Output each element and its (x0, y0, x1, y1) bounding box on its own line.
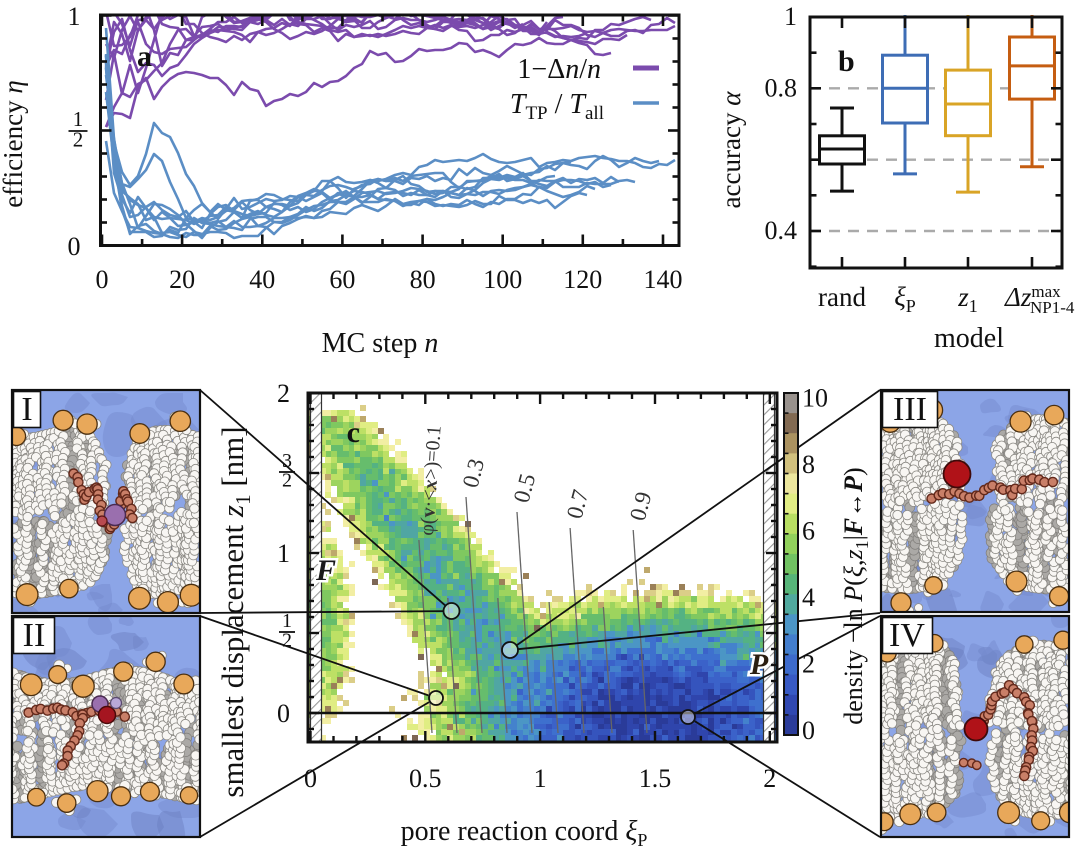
svg-text:80: 80 (410, 265, 436, 294)
svg-text:Δzmax: Δzmax (1004, 282, 1061, 312)
svg-text:0: 0 (802, 716, 815, 745)
svg-text:10: 10 (802, 384, 828, 413)
svg-text:accuracy α: accuracy α (716, 91, 746, 209)
svg-text:IV: IV (889, 617, 925, 654)
svg-text:0: 0 (304, 764, 317, 793)
svg-text:efficiency η: efficiency η (0, 80, 28, 208)
svg-text:0.8: 0.8 (765, 73, 798, 102)
svg-text:0.4: 0.4 (765, 216, 798, 245)
svg-text:20: 20 (169, 265, 195, 294)
svg-text:8: 8 (802, 450, 815, 479)
svg-text:ξP: ξP (894, 282, 916, 316)
svg-text:P: P (749, 648, 769, 681)
svg-text:0.5: 0.5 (409, 764, 442, 793)
svg-text:2: 2 (73, 127, 84, 151)
svg-text:z1: z1 (957, 282, 978, 316)
svg-text:pore reaction coord ξP: pore reaction coord ξP (401, 816, 648, 850)
svg-text:1: 1 (784, 2, 797, 31)
svg-text:120: 120 (563, 265, 602, 294)
svg-text:TTP / Tall: TTP / Tall (510, 89, 604, 124)
svg-text:140: 140 (644, 265, 683, 294)
svg-text:100: 100 (483, 265, 522, 294)
svg-text:model: model (934, 323, 1004, 354)
svg-text:1: 1 (277, 539, 290, 568)
svg-text:c: c (347, 416, 360, 449)
svg-text:1: 1 (534, 764, 547, 793)
svg-text:MC step n: MC step n (322, 328, 439, 359)
svg-text:density −ln P(ξ,z1|F↔P): density −ln P(ξ,z1|F↔P) (839, 467, 872, 724)
svg-text:6: 6 (802, 517, 815, 546)
svg-text:1: 1 (282, 610, 292, 632)
svg-text:2: 2 (802, 650, 815, 679)
svg-text:2: 2 (763, 764, 776, 793)
svg-text:60: 60 (329, 265, 355, 294)
svg-text:1−Δn/n: 1−Δn/n (517, 54, 601, 85)
svg-text:rand: rand (818, 282, 866, 312)
svg-text:1: 1 (73, 107, 84, 131)
svg-text:III: III (893, 391, 927, 428)
svg-text:2: 2 (282, 470, 292, 492)
svg-text:0: 0 (96, 265, 109, 294)
svg-text:F: F (315, 554, 336, 587)
svg-text:I: I (21, 391, 32, 428)
svg-text:a: a (137, 40, 152, 73)
svg-text:0: 0 (277, 699, 290, 728)
svg-text:II: II (23, 617, 46, 654)
svg-text:0: 0 (68, 232, 81, 261)
svg-text:1: 1 (68, 2, 81, 31)
svg-text:4: 4 (802, 583, 815, 612)
svg-text:2: 2 (277, 379, 290, 408)
svg-text:NP1-4: NP1-4 (1030, 298, 1075, 317)
svg-text:1.5: 1.5 (639, 764, 672, 793)
svg-text:3: 3 (282, 450, 292, 472)
svg-text:40: 40 (249, 265, 275, 294)
svg-text:b: b (838, 45, 855, 78)
svg-text:2: 2 (282, 630, 292, 652)
